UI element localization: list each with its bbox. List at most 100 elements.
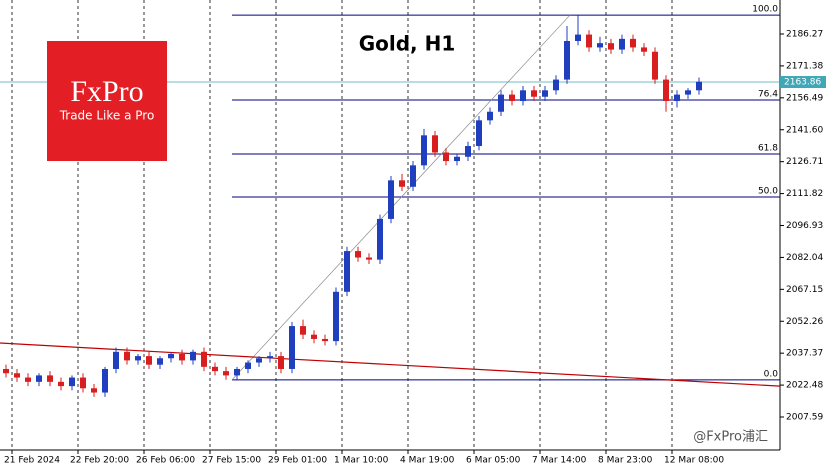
candle-body	[113, 351, 119, 369]
candle-body	[14, 373, 20, 378]
candle-body	[289, 326, 295, 369]
candle-body	[685, 90, 691, 95]
candle-body	[58, 381, 64, 387]
candle-body	[201, 351, 207, 367]
x-tick-label: 26 Feb 06:00	[136, 456, 195, 466]
candle-body	[388, 180, 394, 219]
candle-body	[410, 165, 416, 187]
candle-body	[223, 371, 229, 376]
candle-body	[432, 135, 438, 153]
x-tick-label: 8 Mar 23:00	[598, 456, 653, 466]
y-tick-label: 2082.04	[786, 253, 823, 263]
candles	[3, 15, 702, 397]
candle-body	[278, 356, 284, 369]
candle-body	[454, 156, 460, 162]
x-tick-label: 6 Mar 05:00	[466, 456, 521, 466]
y-tick-label: 2156.49	[786, 93, 823, 103]
x-tick-label: 22 Feb 20:00	[70, 456, 129, 466]
candle-body	[531, 90, 537, 97]
candle-body	[168, 353, 174, 359]
candle-body	[157, 358, 163, 365]
candle-body	[696, 81, 702, 91]
candle-body	[641, 47, 647, 52]
y-tick-label: 2007.59	[786, 413, 823, 423]
fib-label: 0.0	[764, 369, 779, 379]
candle-body	[47, 375, 53, 382]
logo: FxPro Trade Like a Pro	[47, 41, 167, 161]
trendline	[0, 342, 781, 387]
candle-body	[3, 368, 9, 374]
current-price-box	[780, 76, 826, 89]
candle-body	[421, 135, 427, 166]
candle-body	[36, 375, 42, 382]
x-tick-label: 1 Mar 10:00	[334, 456, 389, 466]
fibonacci: 100.0 76.4 61.8 50.0 0.0	[0, 5, 781, 387]
logo-box	[47, 41, 167, 161]
candle-body	[663, 79, 669, 102]
candle-body	[179, 353, 185, 361]
watermark: @FxPro浦汇	[693, 430, 768, 445]
fib-label: 100.0	[752, 5, 778, 15]
y-tick-label: 2111.82	[786, 189, 823, 199]
axis: 2186.27 2171.38 2156.49 2141.60 2126.71 2111.…	[4, 29, 826, 466]
candle-body	[146, 356, 152, 365]
candle-body	[553, 79, 559, 91]
candle-body	[509, 94, 515, 102]
candle-body	[630, 38, 636, 48]
y-tick-label: 2022.48	[786, 381, 823, 391]
candle-body	[91, 388, 97, 393]
candle-body	[586, 34, 592, 48]
candle-body	[575, 34, 581, 42]
x-tick-label: 12 Mar 08:00	[664, 456, 724, 466]
fib-label: 50.0	[758, 187, 778, 197]
candle-body	[234, 368, 240, 376]
fib-label: 61.8	[758, 143, 778, 153]
fib-label: 76.4	[758, 89, 778, 99]
y-tick-label: 2037.37	[786, 349, 823, 359]
x-tick-label: 4 Mar 19:00	[400, 456, 455, 466]
candle-body	[465, 146, 471, 157]
candle-body	[190, 351, 196, 361]
candle-body	[322, 338, 328, 342]
candle-body	[597, 43, 603, 48]
candle-body	[80, 377, 86, 389]
candle-body	[498, 94, 504, 112]
x-tick-label: 27 Feb 15:00	[202, 456, 261, 466]
candle-body	[443, 152, 449, 162]
grid	[11, 0, 673, 450]
candle-body	[300, 326, 306, 335]
candle-body	[25, 377, 31, 382]
candle-body	[69, 377, 75, 387]
candle-body	[102, 368, 108, 393]
candle-body	[608, 43, 614, 50]
candle-body	[377, 218, 383, 260]
y-tick-label: 2052.26	[786, 317, 823, 327]
logo-brand: FxPro	[70, 75, 143, 108]
candle-body	[256, 358, 262, 363]
y-tick-label: 2126.71	[786, 157, 823, 167]
candle-body	[674, 94, 680, 102]
chart-title: Gold, H1	[359, 32, 456, 56]
y-tick-label: 2186.27	[786, 29, 823, 39]
y-tick-label: 2067.15	[786, 285, 823, 295]
current-price-label: 2163.86	[784, 78, 821, 88]
candle-body	[245, 362, 251, 369]
y-tick-label: 2096.93	[786, 221, 823, 231]
logo-tagline: Trade Like a Pro	[59, 109, 155, 123]
y-tick-label: 2171.38	[786, 61, 823, 71]
candle-body	[520, 90, 526, 102]
candle-body	[267, 356, 273, 359]
candle-body	[212, 366, 218, 372]
candle-body	[124, 351, 130, 361]
x-tick-label: 7 Mar 14:00	[532, 456, 587, 466]
y-tick-label: 2141.60	[786, 125, 823, 135]
candle-body	[135, 356, 141, 361]
x-tick-label: 21 Feb 2024	[4, 456, 60, 466]
candle-body	[344, 251, 350, 292]
candle-body	[355, 251, 361, 258]
candle-body	[652, 51, 658, 80]
candle-body	[476, 120, 482, 147]
candle-body	[366, 257, 372, 260]
x-tick-label: 29 Feb 01:00	[268, 456, 327, 466]
